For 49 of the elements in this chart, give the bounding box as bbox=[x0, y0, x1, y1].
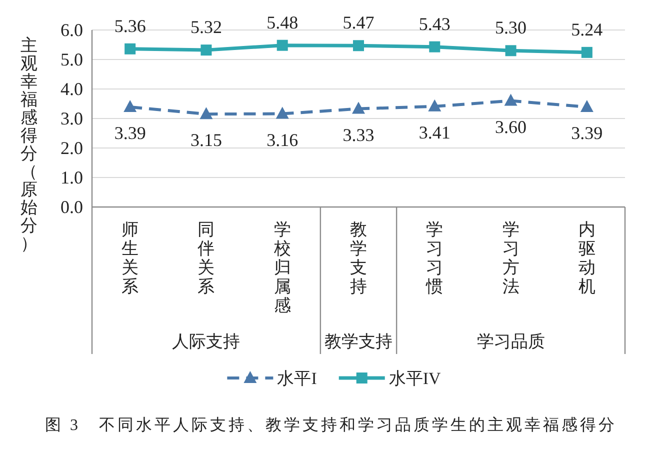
x-tick-label: 学习习惯 bbox=[425, 220, 444, 296]
data-label: 3.15 bbox=[190, 130, 222, 150]
data-label: 5.32 bbox=[190, 17, 222, 38]
text: 图 3 不同水平人际支持、教学支持和学习品质学生的主观幸福感得分 bbox=[45, 416, 617, 434]
data-label: 3.39 bbox=[571, 122, 603, 143]
point bbox=[124, 43, 136, 54]
point bbox=[428, 99, 442, 112]
y-tick-label: 6.0 bbox=[60, 20, 83, 40]
y-tick-label: 3.0 bbox=[60, 108, 83, 128]
data-label: 3.33 bbox=[342, 124, 374, 145]
point bbox=[276, 40, 288, 51]
legend-label: 水平I bbox=[277, 369, 318, 388]
point bbox=[200, 44, 212, 56]
legend-label: 水平IV bbox=[388, 369, 442, 388]
data-label: 5.24 bbox=[571, 19, 603, 40]
x-tick-label: 同伴关系 bbox=[198, 220, 215, 296]
text: 教学支持 bbox=[324, 332, 392, 351]
point bbox=[352, 102, 365, 114]
point bbox=[276, 106, 289, 119]
point bbox=[581, 46, 592, 58]
data-label: 3.41 bbox=[418, 122, 450, 142]
point bbox=[124, 100, 137, 112]
text: 主观幸福感得分（原始分） bbox=[20, 36, 38, 253]
text: 人际支持 bbox=[172, 332, 240, 351]
y-tick-label: 0.0 bbox=[60, 197, 83, 217]
point bbox=[200, 107, 213, 120]
y-tick-label: 4.0 bbox=[60, 79, 83, 99]
x-tick-label: 学习方法 bbox=[502, 220, 520, 296]
data-label: 5.43 bbox=[418, 14, 450, 34]
x-tick-label: 教学支持 bbox=[350, 220, 367, 296]
data-label: 3.16 bbox=[266, 130, 298, 150]
point bbox=[505, 45, 516, 56]
x-tick-label: 内驱动机 bbox=[578, 220, 596, 296]
data-label: 5.30 bbox=[495, 18, 527, 38]
y-tick-label: 2.0 bbox=[60, 138, 83, 158]
data-label: 3.39 bbox=[114, 122, 146, 143]
x-tick-label: 学校归属感 bbox=[272, 220, 291, 315]
data-label: 5.48 bbox=[266, 12, 298, 32]
point bbox=[580, 100, 594, 112]
point bbox=[504, 94, 518, 106]
y-tick-label: 5.0 bbox=[60, 50, 83, 70]
data-label: 3.60 bbox=[495, 116, 527, 137]
point bbox=[353, 40, 364, 52]
text: 学习品质 bbox=[476, 332, 545, 351]
data-label: 5.36 bbox=[114, 16, 146, 36]
y-tick-label: 1.0 bbox=[60, 168, 83, 188]
x-tick-label: 师生关系 bbox=[122, 220, 139, 296]
data-label: 5.47 bbox=[342, 12, 374, 33]
point bbox=[429, 41, 440, 52]
